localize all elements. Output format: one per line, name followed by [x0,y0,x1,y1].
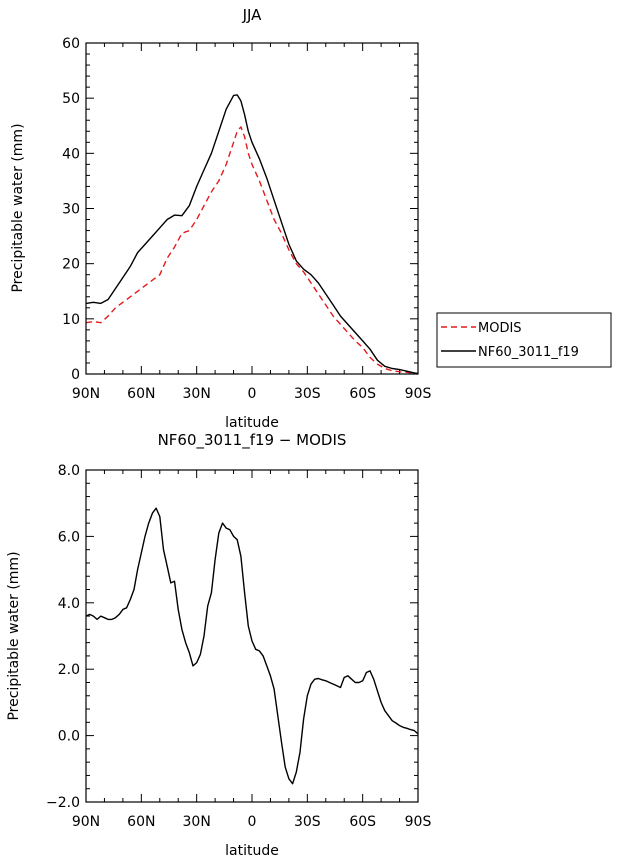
y-axis-label-bottom: Precipitable water (mm) [6,551,22,720]
series-line-0 [85,126,419,375]
x-tick-label: 60S [349,386,376,402]
x-tick-label: 30S [294,814,321,830]
legend-label-modis: MODIS [478,321,522,336]
chart-title-difference: NF60_3011_f19 − MODIS [158,431,347,450]
bottom-panel-difference: NF60_3011_f19 − MODIS 90N 60N 30N 0 30S 60S 90… [6,431,431,859]
x-tick-label: 90N [72,386,100,402]
y-tick-label: 60 [62,36,80,52]
x-tick-label: 0 [248,386,257,402]
y-tick-label: −2.0 [46,795,80,811]
y-tick-label: 50 [62,91,80,107]
y-tick-label: 8.0 [58,463,80,479]
x-axis-label-top: latitude [225,415,279,431]
top-panel-frame [85,42,419,375]
series-line-1 [85,94,419,375]
x-tick-label: 30N [183,814,211,830]
y-tick-label: 10 [62,312,80,328]
x-tick-label: 90N [72,814,100,830]
chart-title-jja: JJA [242,6,263,24]
y-tick-label: 6.0 [58,529,80,545]
y-tick-label: 0.0 [58,729,80,745]
legend: MODIS NF60_3011_f19 [436,312,612,368]
top-panel-jja: JJA 90N 60N 30N 0 30S 60S 90S 0 10 20 30 40 50 60 lat… [10,6,431,431]
x-tick-label: 60N [127,814,155,830]
x-tick-label: 0 [248,814,257,830]
legend-label-nf60: NF60_3011_f19 [478,345,579,360]
y-tick-label: 0 [71,367,80,383]
bottom-panel-series [85,507,419,785]
y-tick-label: 30 [62,202,80,218]
top-panel-series [85,94,419,375]
y-tick-label: 4.0 [58,596,80,612]
x-tick-label: 90S [405,814,432,830]
x-tick-label: 60N [127,386,155,402]
x-tick-label: 60S [349,814,376,830]
legend-box [436,312,612,368]
y-tick-label: 20 [62,257,80,273]
top-panel-ticks: 90N 60N 30N 0 30S 60S 90S 0 10 20 30 40 50 60 [62,36,431,402]
y-axis-label-top: Precipitable water (mm) [10,123,26,292]
bottom-panel-ticks: 90N 60N 30N 0 30S 60S 90S −2.0 0.0 2.0 4.0 6.0 8.0 [46,463,431,830]
x-axis-label-bottom: latitude [225,843,279,859]
y-tick-label: 40 [62,146,80,162]
y-tick-label: 2.0 [58,662,80,678]
x-tick-label: 90S [405,386,432,402]
series-line-0 [85,507,419,785]
bottom-panel-frame [85,469,419,803]
x-tick-label: 30N [183,386,211,402]
x-tick-label: 30S [294,386,321,402]
